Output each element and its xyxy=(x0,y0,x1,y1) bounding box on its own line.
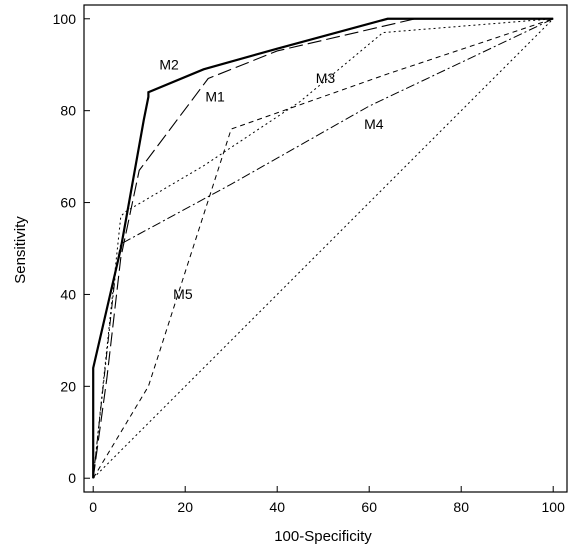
series-label-m5: M5 xyxy=(173,286,193,302)
y-axis-label: Sensitivity xyxy=(12,216,29,284)
series-label-m2: M2 xyxy=(159,56,179,72)
series-line-reference-diagonal xyxy=(92,18,554,479)
series-label-m4: M4 xyxy=(364,116,384,132)
series-line-m1 xyxy=(92,18,554,479)
x-tick-label: 100 xyxy=(542,499,566,515)
series-line-m3 xyxy=(92,18,554,479)
x-tick-label: 20 xyxy=(177,499,193,515)
series-lines xyxy=(92,17,554,479)
series-line-m4 xyxy=(92,18,554,479)
series-label-m1: M1 xyxy=(205,88,225,104)
series-line-m2 xyxy=(92,17,554,479)
y-tick-label: 60 xyxy=(60,195,76,211)
y-tick-label: 20 xyxy=(60,378,76,394)
plot-frame xyxy=(83,4,568,493)
axis-ticks: 0 20 40 60 80 100 0 20 40 60 80 100 xyxy=(53,11,565,515)
y-tick-label: 40 xyxy=(60,286,76,302)
y-tick-label: 0 xyxy=(68,470,76,486)
y-tick-label: 80 xyxy=(60,103,76,119)
series-labels: M2 M1 M3 M4 M5 xyxy=(159,56,383,302)
x-tick-label: 40 xyxy=(269,499,285,515)
x-axis-label: 100-Specificity xyxy=(274,528,372,545)
x-tick-label: 60 xyxy=(361,499,377,515)
series-label-m3: M3 xyxy=(316,70,336,86)
y-tick-label: 100 xyxy=(53,11,77,27)
x-tick-label: 80 xyxy=(453,499,469,515)
x-tick-label: 0 xyxy=(89,499,97,515)
